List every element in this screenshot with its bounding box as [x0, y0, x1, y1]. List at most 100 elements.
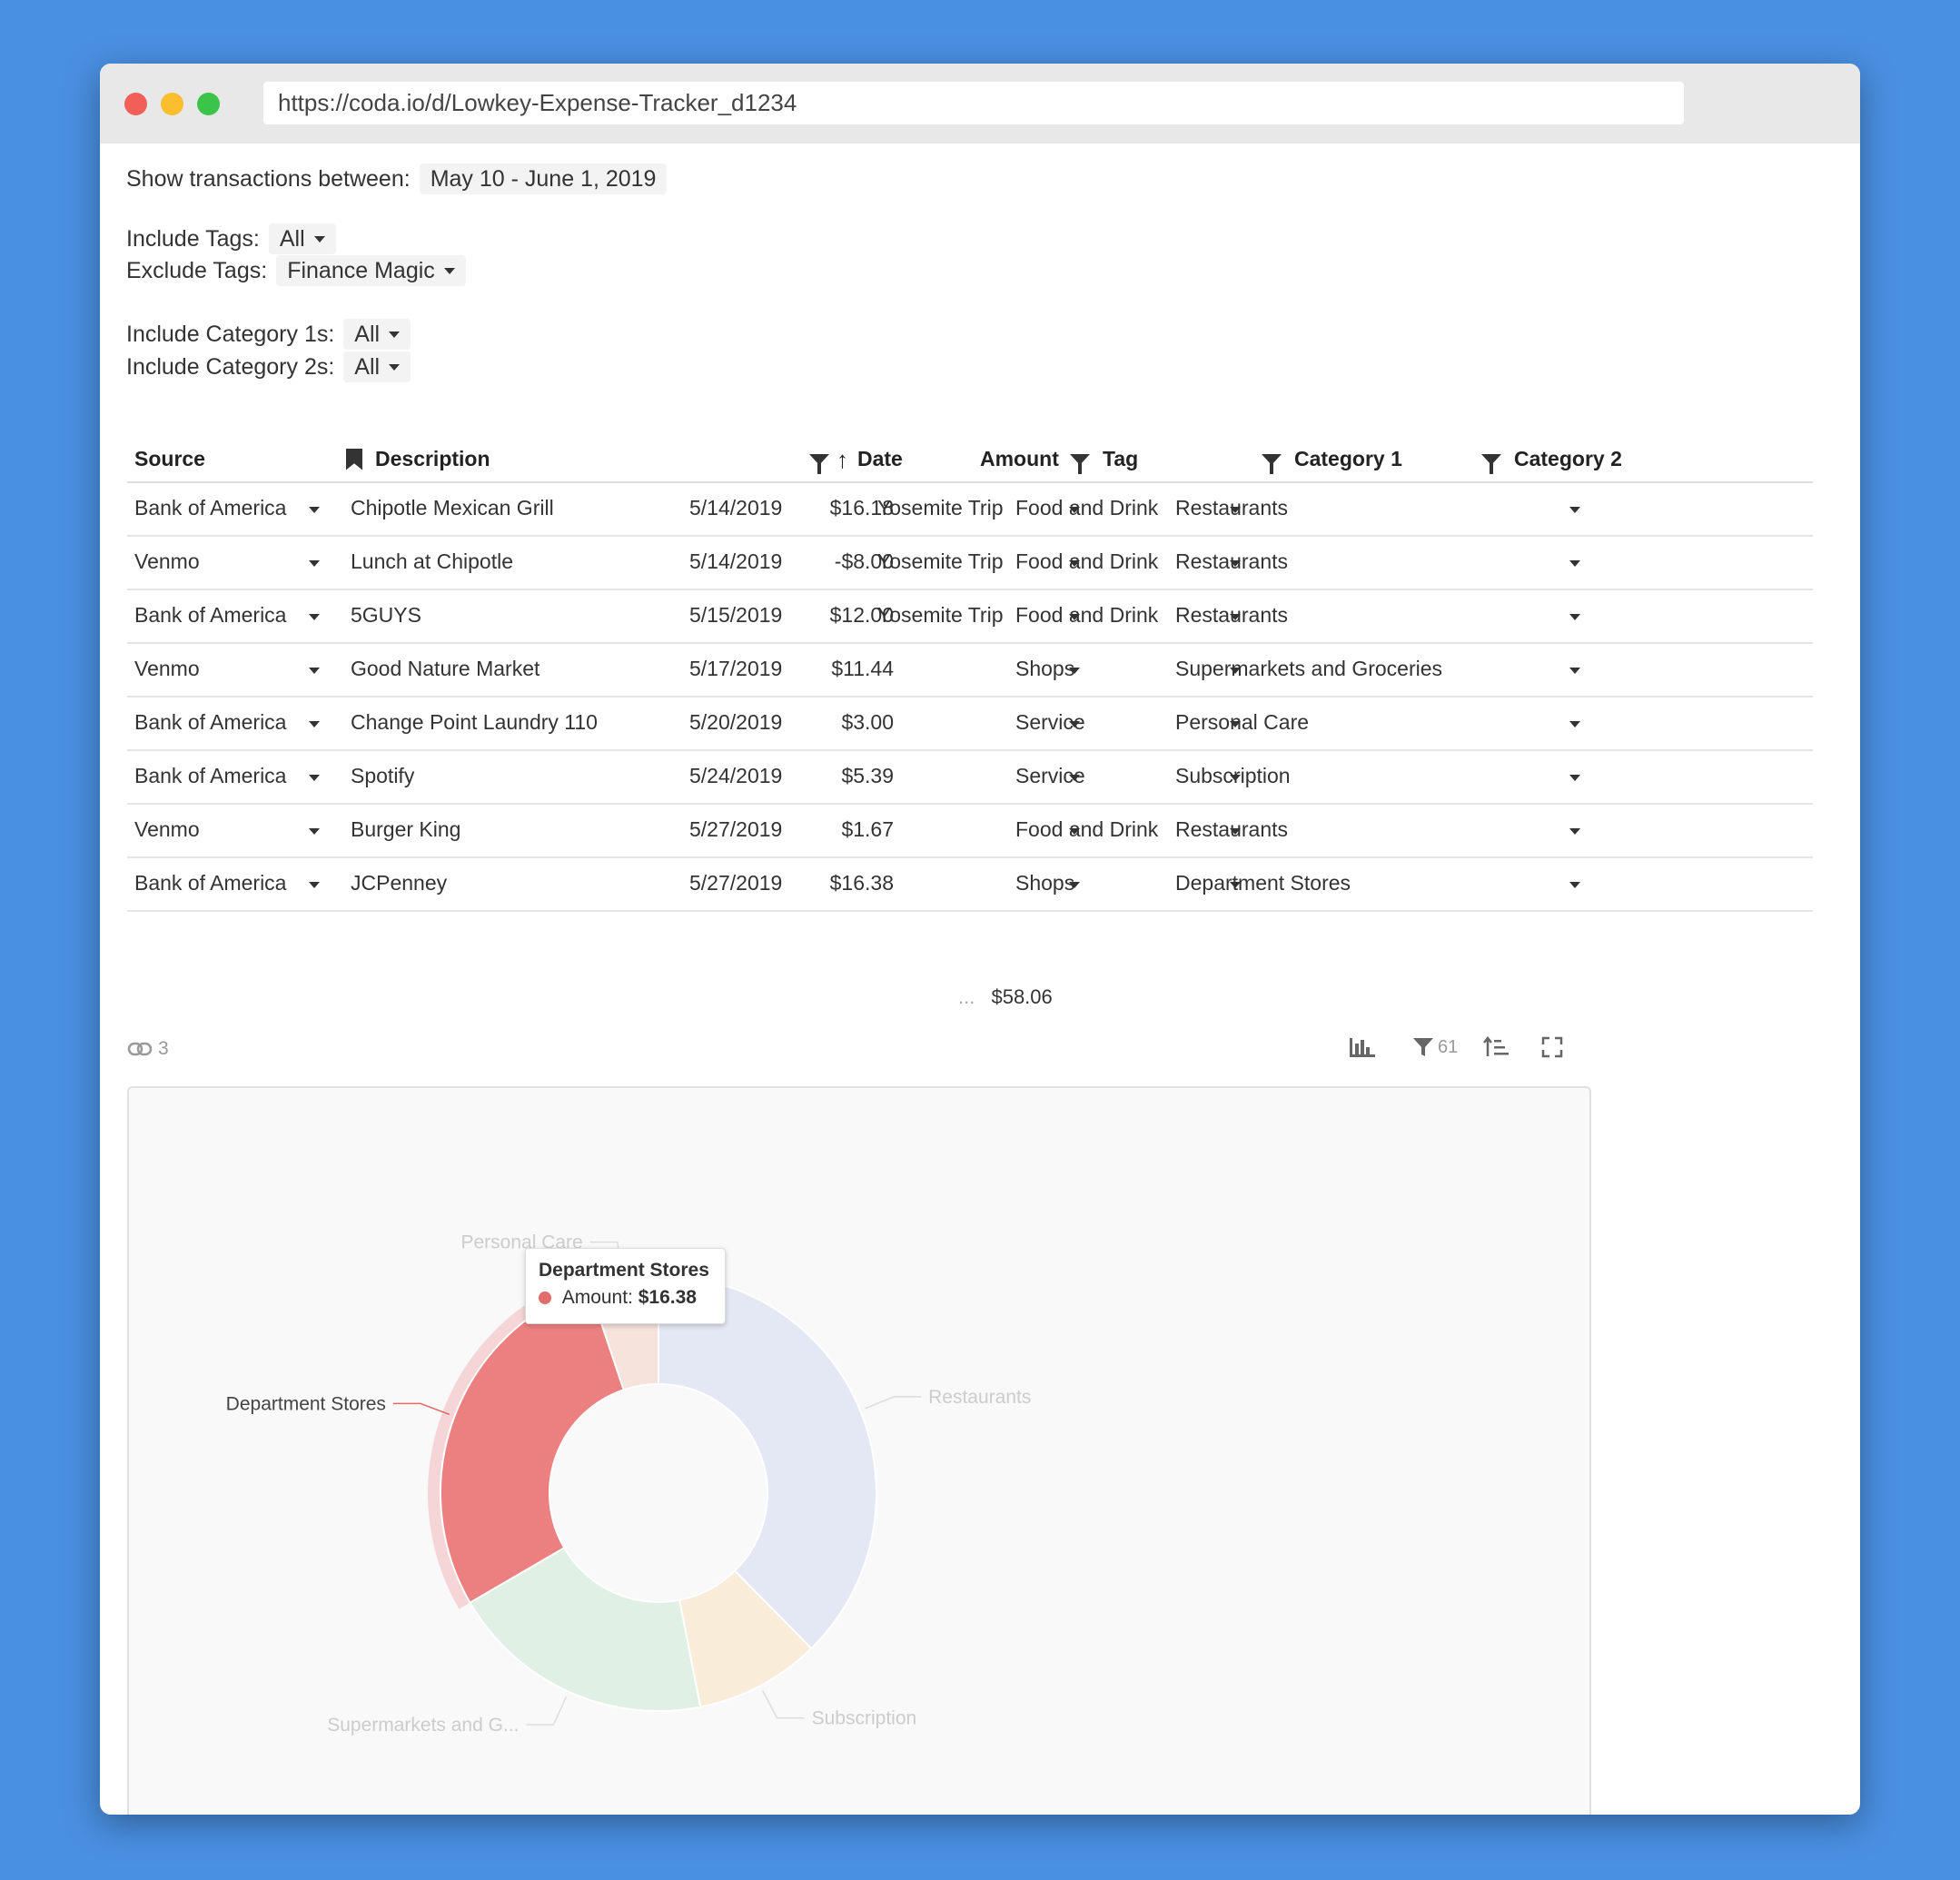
cell-category1[interactable]: Food and Drink	[1015, 549, 1159, 573]
cell-date[interactable]: 5/15/2019	[689, 603, 783, 627]
chevron-down-icon[interactable]	[309, 507, 320, 513]
chevron-down-icon[interactable]	[1569, 882, 1580, 888]
cell-tag[interactable]: Yosemite Trip	[877, 603, 1004, 627]
cell-description[interactable]: Lunch at Chipotle	[351, 549, 514, 573]
chevron-down-icon[interactable]	[1069, 882, 1080, 888]
table-row[interactable]: Bank of America JCPenney 5/27/2019 $16.38 Sh…	[127, 858, 1813, 912]
column-header-amount[interactable]: Amount	[980, 447, 1059, 471]
cell-description[interactable]: Good Nature Market	[351, 657, 540, 680]
chevron-down-icon[interactable]	[1069, 775, 1080, 781]
cell-description[interactable]: JCPenney	[351, 871, 448, 895]
cell-category1[interactable]: Service	[1015, 710, 1085, 734]
table-row[interactable]: Bank of America Chipotle Mexican Grill 5/1…	[127, 483, 1813, 537]
cell-category2[interactable]: Restaurants	[1175, 603, 1289, 627]
cell-source[interactable]: Bank of America	[134, 764, 287, 787]
table-row[interactable]: Bank of America Change Point Laundry 110 5…	[127, 698, 1813, 751]
cell-source[interactable]: Bank of America	[134, 496, 287, 519]
cell-amount[interactable]: $16.38	[829, 871, 894, 895]
chevron-down-icon[interactable]	[1230, 507, 1241, 513]
chevron-down-icon[interactable]	[309, 828, 320, 835]
chevron-down-icon[interactable]	[1569, 560, 1580, 567]
cell-date[interactable]: 5/27/2019	[689, 871, 783, 895]
cell-category1[interactable]: Food and Drink	[1015, 496, 1159, 519]
cell-date[interactable]: 5/27/2019	[689, 817, 783, 841]
cell-category2[interactable]: Department Stores	[1175, 871, 1351, 895]
cell-category1[interactable]: Shops	[1015, 657, 1075, 680]
include-tags-select[interactable]: All	[268, 223, 336, 254]
cell-date[interactable]: 5/20/2019	[689, 710, 783, 734]
minimize-window-button[interactable]	[161, 93, 183, 115]
cell-category1[interactable]: Service	[1015, 764, 1085, 787]
chevron-down-icon[interactable]	[1569, 507, 1580, 513]
table-row[interactable]: Venmo Good Nature Market 5/17/2019 $11.44 Sh…	[127, 644, 1813, 698]
cell-description[interactable]: Spotify	[351, 764, 415, 787]
column-header-description[interactable]: Description	[346, 447, 490, 471]
cell-category2[interactable]: Personal Care	[1175, 710, 1310, 734]
cell-category1[interactable]: Shops	[1015, 871, 1075, 895]
cell-description[interactable]: Burger King	[351, 817, 461, 841]
chevron-down-icon[interactable]	[1230, 775, 1241, 781]
column-header-category2[interactable]: Category 2	[1481, 447, 1622, 474]
cell-source[interactable]: Venmo	[134, 657, 200, 680]
maximize-window-button[interactable]	[197, 93, 220, 115]
chevron-down-icon[interactable]	[1069, 560, 1080, 567]
chevron-down-icon[interactable]	[309, 614, 320, 620]
cell-category2[interactable]: Subscription	[1175, 764, 1291, 787]
table-row[interactable]: Bank of America Spotify 5/24/2019 $5.39 Serv…	[127, 751, 1813, 805]
cell-category2[interactable]: Restaurants	[1175, 496, 1289, 519]
cell-amount[interactable]: $12.00	[829, 603, 894, 627]
chevron-down-icon[interactable]	[1230, 614, 1241, 620]
donut-slice[interactable]	[469, 1546, 702, 1712]
include-cat1-select[interactable]: All	[343, 319, 411, 350]
fullscreen-button[interactable]	[1541, 1036, 1563, 1058]
chevron-down-icon[interactable]	[309, 721, 320, 727]
chevron-down-icon[interactable]	[1230, 560, 1241, 567]
chevron-down-icon[interactable]	[1069, 828, 1080, 835]
cell-amount[interactable]: $11.44	[831, 657, 894, 680]
cell-category1[interactable]: Food and Drink	[1015, 603, 1159, 627]
chevron-down-icon[interactable]	[1569, 775, 1580, 781]
chevron-down-icon[interactable]	[1569, 668, 1580, 674]
cell-source[interactable]: Bank of America	[134, 871, 287, 895]
donut-slice[interactable]	[658, 1273, 877, 1650]
exclude-tags-select[interactable]: Finance Magic	[276, 255, 466, 286]
column-header-tag[interactable]: Tag	[1070, 447, 1138, 474]
chevron-down-icon[interactable]	[309, 668, 320, 674]
cell-amount[interactable]: $3.00	[841, 710, 894, 734]
chevron-down-icon[interactable]	[1569, 721, 1580, 727]
cell-date[interactable]: 5/17/2019	[689, 657, 783, 680]
cell-source[interactable]: Venmo	[134, 549, 200, 573]
cell-category2[interactable]: Restaurants	[1175, 549, 1289, 573]
cell-tag[interactable]: Yosemite Trip	[877, 496, 1004, 519]
chart-type-button[interactable]	[1349, 1036, 1376, 1058]
chevron-down-icon[interactable]	[309, 560, 320, 567]
cell-category1[interactable]: Food and Drink	[1015, 817, 1159, 841]
date-range-picker[interactable]: May 10 - June 1, 2019	[419, 163, 668, 194]
cell-source[interactable]: Bank of America	[134, 603, 287, 627]
donut-slice[interactable]	[440, 1285, 625, 1604]
cell-tag[interactable]: Yosemite Trip	[877, 549, 1004, 573]
include-cat2-select[interactable]: All	[343, 351, 411, 382]
chevron-down-icon[interactable]	[1230, 828, 1241, 835]
column-header-source[interactable]: Source	[134, 447, 205, 471]
cell-amount[interactable]: -$8.00	[834, 549, 894, 573]
cell-category2[interactable]: Restaurants	[1175, 817, 1289, 841]
cell-description[interactable]: Chipotle Mexican Grill	[351, 496, 554, 519]
close-window-button[interactable]	[124, 93, 147, 115]
cell-description[interactable]: Change Point Laundry 110	[351, 710, 598, 734]
column-header-category1[interactable]: Category 1	[1262, 447, 1402, 474]
filter-button[interactable]: 61	[1412, 1036, 1458, 1058]
sort-button[interactable]	[1483, 1036, 1510, 1058]
chevron-down-icon[interactable]	[1569, 614, 1580, 620]
chevron-down-icon[interactable]	[1069, 721, 1080, 727]
chevron-down-icon[interactable]	[309, 882, 320, 888]
cell-source[interactable]: Bank of America	[134, 710, 287, 734]
chevron-down-icon[interactable]	[1069, 614, 1080, 620]
cell-source[interactable]: Venmo	[134, 817, 200, 841]
chevron-down-icon[interactable]	[309, 775, 320, 781]
chevron-down-icon[interactable]	[1230, 668, 1241, 674]
table-row[interactable]: Venmo Burger King 5/27/2019 $1.67 Food and D…	[127, 805, 1813, 858]
chevron-down-icon[interactable]	[1569, 828, 1580, 835]
cell-date[interactable]: 5/14/2019	[689, 549, 783, 573]
chevron-down-icon[interactable]	[1230, 721, 1241, 727]
